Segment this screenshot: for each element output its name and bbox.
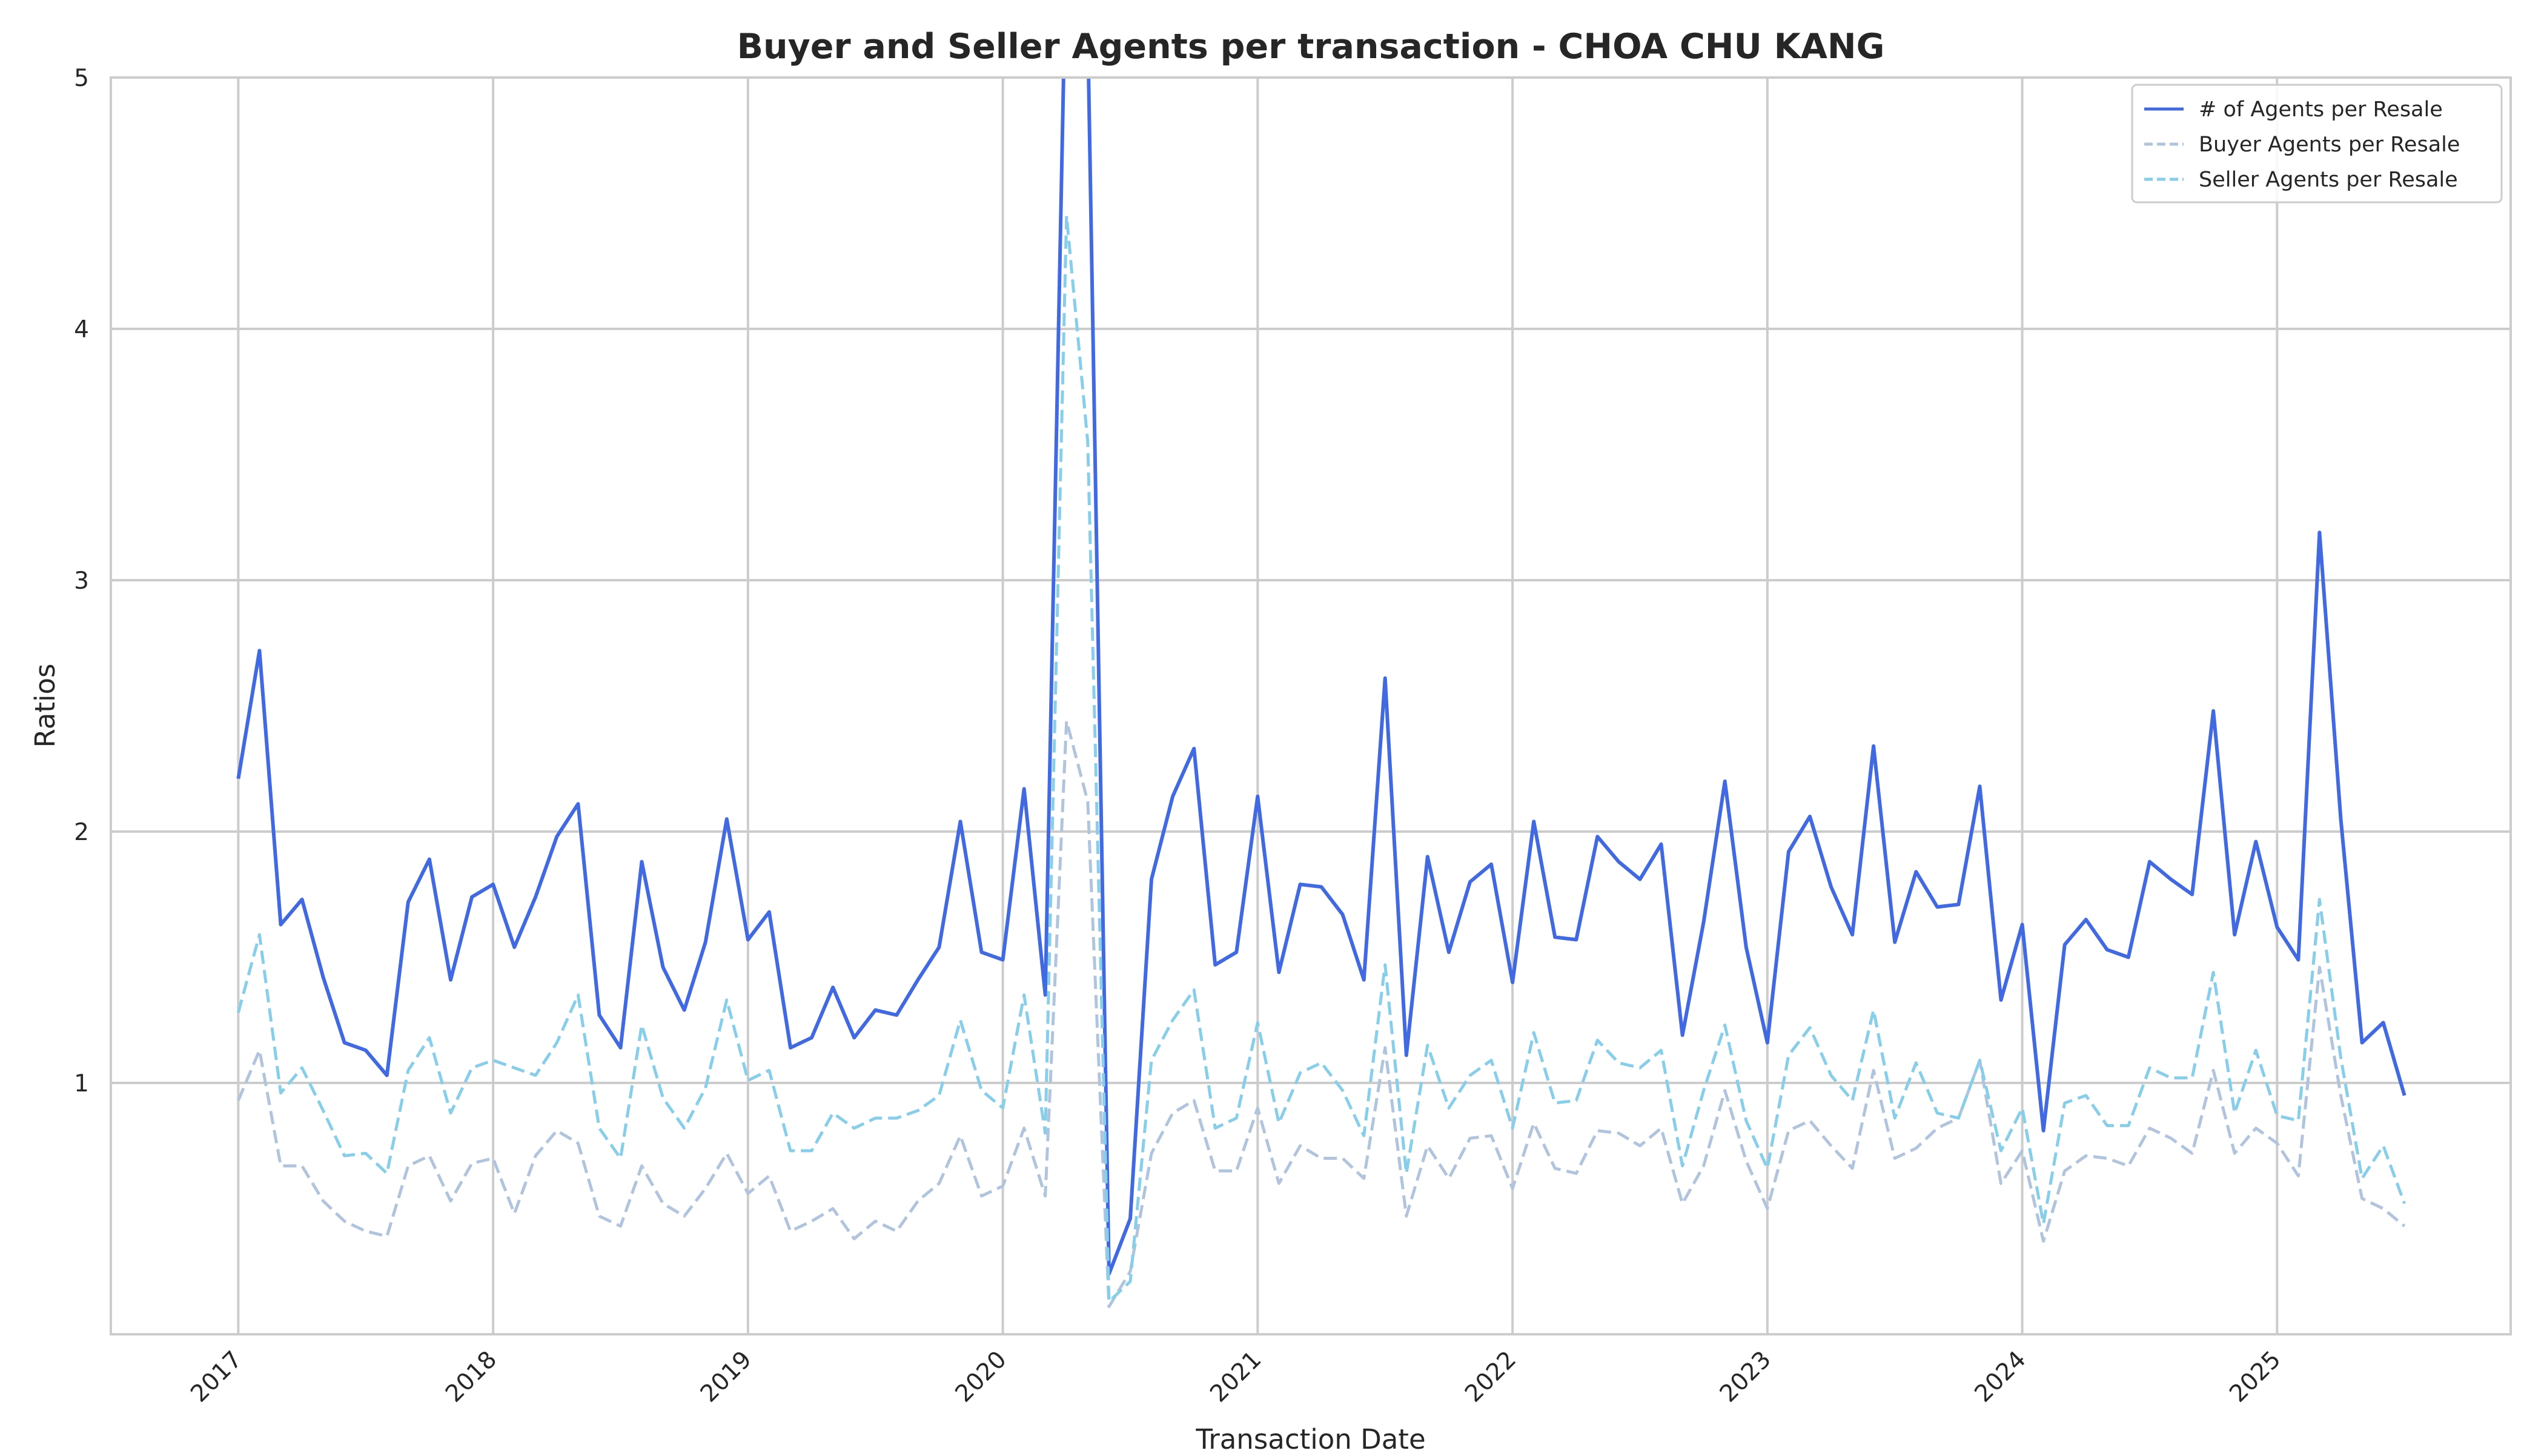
y-axis-label: Ratios — [29, 664, 61, 748]
x-axis-label: Transaction Date — [1195, 1423, 1425, 1454]
y-tick-label: 2 — [74, 819, 89, 846]
series-lines — [236, 78, 2407, 1308]
legend-label: Buyer Agents per Resale — [2199, 133, 2460, 157]
series-line-2 — [237, 719, 2406, 1308]
legend: # of Agents per Resale Buyer Agents per R… — [2131, 84, 2503, 204]
plot-frame — [110, 76, 2512, 1335]
y-tick-label: 4 — [74, 316, 89, 343]
legend-box — [2131, 84, 2503, 204]
y-tick-label: 5 — [74, 65, 89, 92]
legend-label: Seller Agents per Resale — [2199, 168, 2458, 192]
y-tick-label: 1 — [74, 1070, 89, 1097]
series-line-1 — [236, 78, 2407, 1276]
chart-title: Buyer and Seller Agents per transaction … — [737, 27, 1885, 67]
legend-label: # of Agents per Resale — [2199, 98, 2443, 122]
y-tick-label: 3 — [74, 568, 89, 595]
